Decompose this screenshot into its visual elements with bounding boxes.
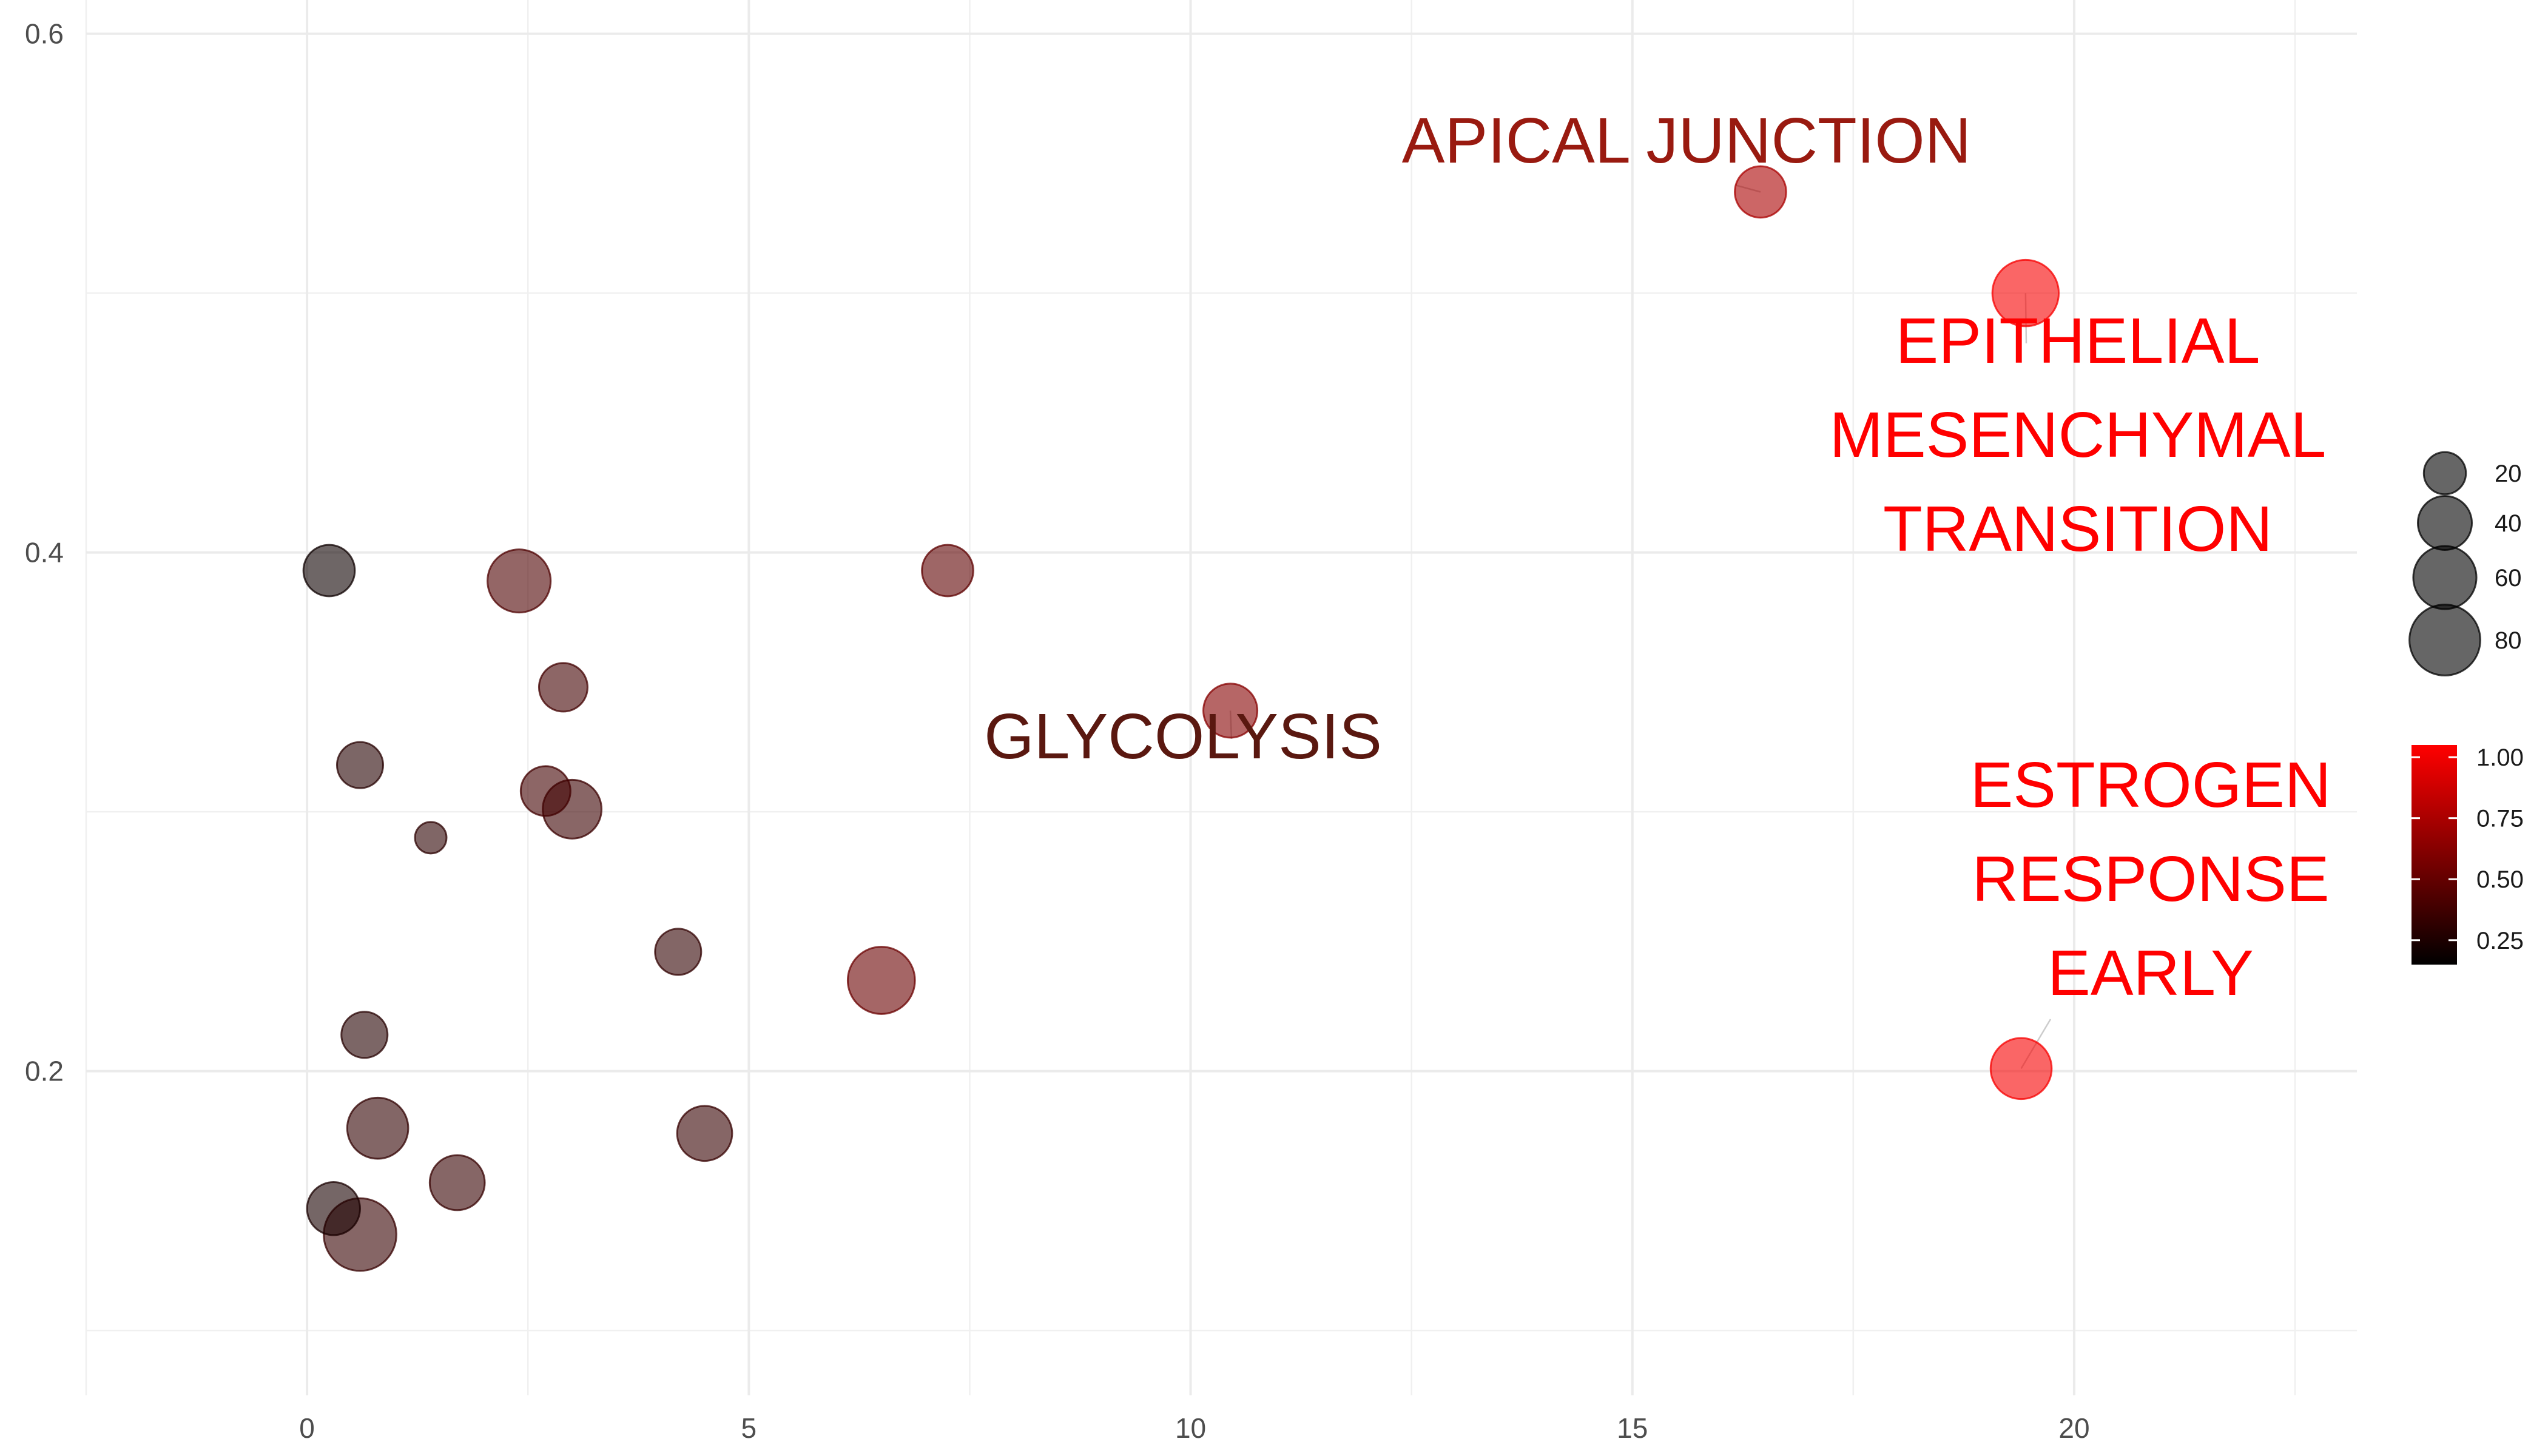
color-legend: 1.00 0.75 0.50 0.25 [2412,744,2524,965]
size-legend-label: 20 [2495,460,2522,487]
data-points [302,165,2060,1272]
data-point [1202,682,1259,739]
data-point [538,662,588,713]
size-legend-key [2422,451,2467,496]
size-legend-label: 60 [2495,565,2522,592]
x-tick-label: 0 [299,1412,315,1444]
colorbar-label: 0.50 [2476,866,2524,893]
size-legend: 20 40 60 80 [2408,451,2522,676]
data-point [654,928,703,976]
y-axis-tick-labels: 0.2 0.4 0.6 [25,18,64,1087]
data-point [676,1105,733,1162]
data-point [346,1096,410,1160]
data-point [519,765,571,817]
y-tick-label: 0.4 [25,537,64,568]
point-label: APICAL JUNCTION [1402,105,1971,177]
size-legend-label: 80 [2495,627,2522,654]
grid-minor [85,0,2357,1395]
data-point [335,741,385,789]
x-tick-label: 5 [741,1412,757,1444]
colorbar-label: 1.00 [2476,744,2524,771]
data-point [302,544,356,598]
size-legend-key [2412,545,2478,610]
point-label: GLYCOLYSIS [984,701,1382,772]
point-labels: GLYCOLYSIS APICAL JUNCTION EPITHELIAL MESEN… [984,105,2331,1009]
data-point [1991,258,2060,328]
size-legend-key [2408,604,2481,676]
x-tick-label: 20 [2058,1412,2089,1444]
data-point [921,544,974,598]
data-point [846,946,916,1015]
colorbar [2412,745,2457,965]
x-tick-label: 15 [1617,1412,1648,1444]
data-point [1734,165,1787,219]
data-point [340,1011,389,1059]
colorbar-label: 0.25 [2476,928,2524,954]
point-label: EPITHELIAL MESENCHYMAL TRANSITION [1830,305,2327,565]
colorbar-label: 0.75 [2476,806,2524,832]
x-axis-tick-labels: 0 5 10 15 20 [299,1412,2089,1444]
data-point [487,548,552,614]
data-point [1989,1037,2053,1100]
grid-major [86,0,2357,1395]
size-legend-label: 40 [2495,510,2522,537]
data-point [428,1154,486,1212]
x-tick-label: 10 [1175,1412,1206,1444]
data-point [414,821,448,855]
y-tick-label: 0.6 [25,18,64,50]
y-tick-label: 0.2 [25,1056,64,1087]
size-legend-key [2416,494,2473,551]
data-point [306,1181,361,1236]
point-label: ESTROGEN RESPONSE EARLY [1970,749,2331,1009]
